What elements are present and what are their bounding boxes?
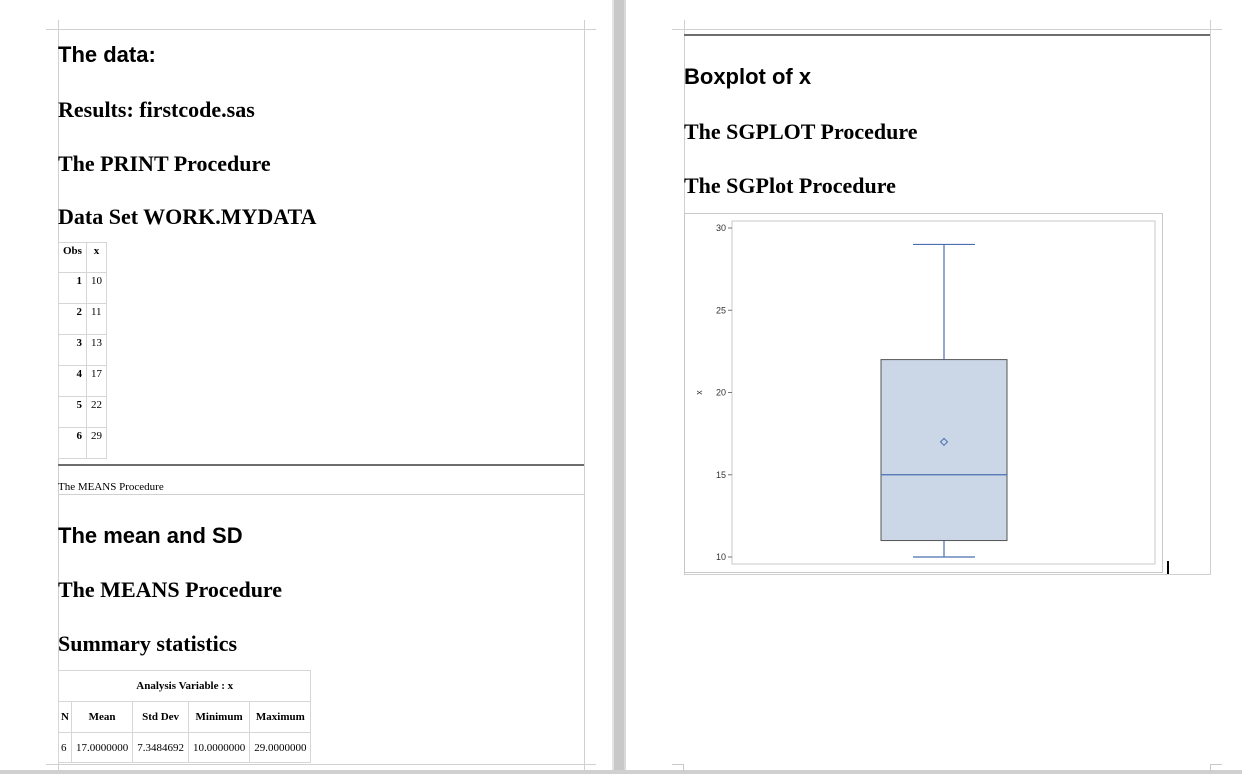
- bottom-strip: [0, 770, 1242, 774]
- x-cell: 17: [85, 365, 107, 397]
- column-header-maximum: Maximum: [249, 701, 312, 733]
- table-caption-row: Analysis Variable : x: [57, 670, 312, 702]
- text-cursor: [1167, 561, 1169, 574]
- x-cell: 10: [85, 272, 107, 304]
- std-dev-cell: 7.3484692: [132, 732, 189, 763]
- right-page-content-bottom: [684, 574, 1210, 575]
- right-page-rule: [684, 34, 1210, 36]
- sgplot-title: The SGPlot Procedure: [684, 173, 896, 198]
- column-header-minimum: Minimum: [187, 701, 251, 733]
- minimum-cell: 10.0000000: [187, 732, 251, 763]
- sgplot-procedure-title: The SGPLOT Procedure: [684, 119, 918, 144]
- table-row: 3 13: [58, 334, 107, 366]
- print-procedure-title: The PRINT Procedure: [58, 151, 271, 176]
- crop-mark: [1210, 764, 1222, 765]
- column-header-std-dev: Std Dev: [132, 701, 189, 733]
- y-axis-label: x: [694, 390, 704, 395]
- mean-cell: 17.0000000: [70, 732, 134, 763]
- iqr-box: [880, 359, 1008, 542]
- obs-cell: 5: [58, 396, 87, 428]
- column-header-x: x: [85, 242, 107, 273]
- y-tick-label: 20: [716, 388, 726, 398]
- mean-marker: [939, 437, 949, 447]
- analysis-variable-caption: Analysis Variable : x: [57, 670, 312, 702]
- section-line: [58, 494, 584, 495]
- y-tick-label: 25: [716, 305, 726, 315]
- x-cell: 29: [85, 427, 107, 459]
- y-tick-label: 10: [716, 552, 726, 562]
- table-header-row: N Mean Std Dev Minimum Maximum: [58, 701, 312, 733]
- obs-cell: 4: [58, 365, 87, 397]
- maximum-cell: 29.0000000: [249, 732, 312, 763]
- table-row: 1 10: [58, 272, 107, 304]
- heading-the-data: The data:: [58, 42, 156, 67]
- plot-frame: [684, 213, 1163, 573]
- results-title: Results: firstcode.sas: [58, 97, 255, 122]
- table-row: 2 11: [58, 303, 107, 335]
- bottom-margin-line: [46, 764, 596, 765]
- dataset-title: Data Set WORK.MYDATA: [58, 204, 317, 229]
- summary-statistics-title: Summary statistics: [58, 631, 238, 656]
- obs-cell: 3: [58, 334, 87, 366]
- y-tick-label: 15: [716, 470, 726, 480]
- means-procedure-title: The MEANS Procedure: [58, 577, 283, 602]
- x-cell: 13: [85, 334, 107, 366]
- obs-cell: 6: [58, 427, 87, 459]
- page-gutter: [612, 0, 626, 774]
- y-tick-label: 30: [716, 223, 726, 233]
- heading-mean-sd: The mean and SD: [58, 523, 243, 548]
- n-cell: 6: [58, 732, 72, 763]
- right-page-right-margin: [1210, 20, 1211, 575]
- means-procedure-label: The MEANS Procedure: [58, 481, 164, 493]
- table-row: 6 29: [58, 427, 107, 459]
- right-margin-line: [584, 20, 585, 770]
- crop-mark: [1210, 764, 1211, 772]
- column-header-n: N: [58, 701, 72, 733]
- table-row: 6 17.0000000 7.3484692 10.0000000 29.000…: [58, 732, 312, 763]
- print-table: Obs x 1 10 2 11 3 13 4 17 5 22 6 29: [58, 242, 107, 459]
- heading-boxplot: Boxplot of x: [684, 64, 812, 89]
- column-header-obs: Obs: [58, 242, 87, 273]
- top-margin-line: [46, 29, 596, 30]
- x-cell: 11: [85, 303, 107, 335]
- crop-mark: [672, 764, 684, 765]
- x-cell: 22: [85, 396, 107, 428]
- column-header-mean: Mean: [70, 701, 134, 733]
- table-row: 5 22: [58, 396, 107, 428]
- obs-cell: 2: [58, 303, 87, 335]
- summary-table: Analysis Variable : x N Mean Std Dev Min…: [57, 670, 312, 763]
- table-header-row: Obs x: [58, 242, 107, 273]
- right-page-top-line: [672, 29, 1222, 30]
- obs-cell: 1: [58, 272, 87, 304]
- crop-mark: [683, 764, 684, 772]
- table-row: 4 17: [58, 365, 107, 397]
- page-break-rule: [58, 464, 584, 466]
- boxplot-chart: 10 15 20 25 30 x: [694, 220, 1156, 565]
